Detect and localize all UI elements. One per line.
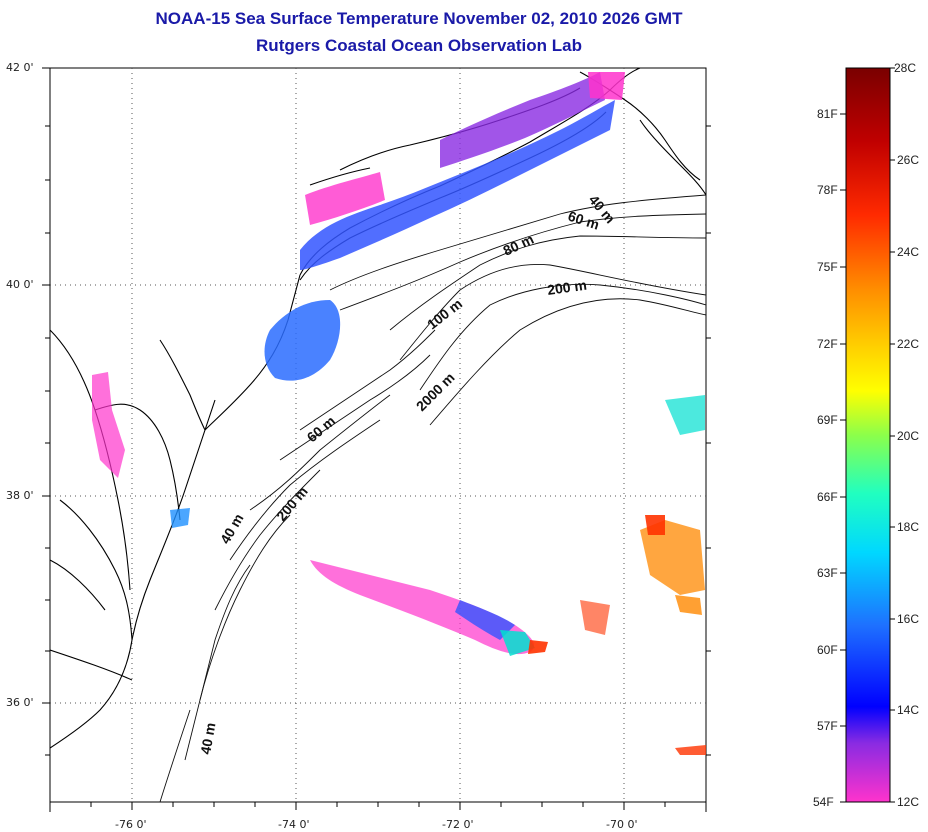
bathymetry-contours (159, 194, 706, 802)
colorbar-fahrenheit-label: 81F (817, 107, 838, 121)
colorbar-fahrenheit-label: 60F (817, 643, 838, 657)
colorbar-celsius-label: 22C (897, 337, 920, 351)
colorbar-celsius-label: 14C (897, 703, 920, 717)
lon-label: -72 0' (442, 818, 474, 831)
colorbar-fahrenheit-label: 66F (817, 490, 838, 504)
colorbar-celsius-label: 16C (897, 612, 920, 626)
colorbar-celsius-label: 20C (897, 429, 920, 443)
colorbar-celsius-label: 28C (894, 61, 917, 75)
lat-label: 42 0' (6, 61, 34, 74)
map-subtitle: Rutgers Coastal Ocean Observation Lab (256, 36, 582, 55)
sst-overlay (92, 72, 706, 755)
colorbar-fahrenheit-label: 69F (817, 413, 838, 427)
lat-label: 38 0' (6, 489, 34, 502)
colorbar-fahrenheit-label: 75F (817, 260, 838, 274)
colorbar-celsius-label: 18C (897, 520, 920, 534)
colorbar-fahrenheit-label: 72F (817, 337, 838, 351)
colorbar (845, 67, 891, 803)
contour-label: 200 m (546, 277, 588, 298)
lat-label: 40 0' (6, 278, 34, 291)
colorbar-celsius-label: 26C (897, 153, 920, 167)
lon-label: -70 0' (606, 818, 638, 831)
axis-ticks (42, 67, 711, 812)
contour-label: 40 m (197, 721, 218, 755)
colorbar-celsius-label: 24C (897, 245, 920, 259)
colorbar-fahrenheit-label: 63F (817, 566, 838, 580)
colorbar-fahrenheit-label: 57F (817, 719, 838, 733)
lon-label: -76 0' (115, 818, 147, 831)
lat-label: 36 0' (6, 696, 34, 709)
colorbar-fahrenheit-label: 78F (817, 183, 838, 197)
colorbar-ticks (840, 67, 895, 803)
lon-label: -74 0' (278, 818, 310, 831)
colorbar-fahrenheit-label: 54F (813, 795, 834, 809)
colorbar-celsius-label: 12C (897, 795, 920, 809)
map-title: NOAA-15 Sea Surface Temperature November… (155, 9, 683, 28)
